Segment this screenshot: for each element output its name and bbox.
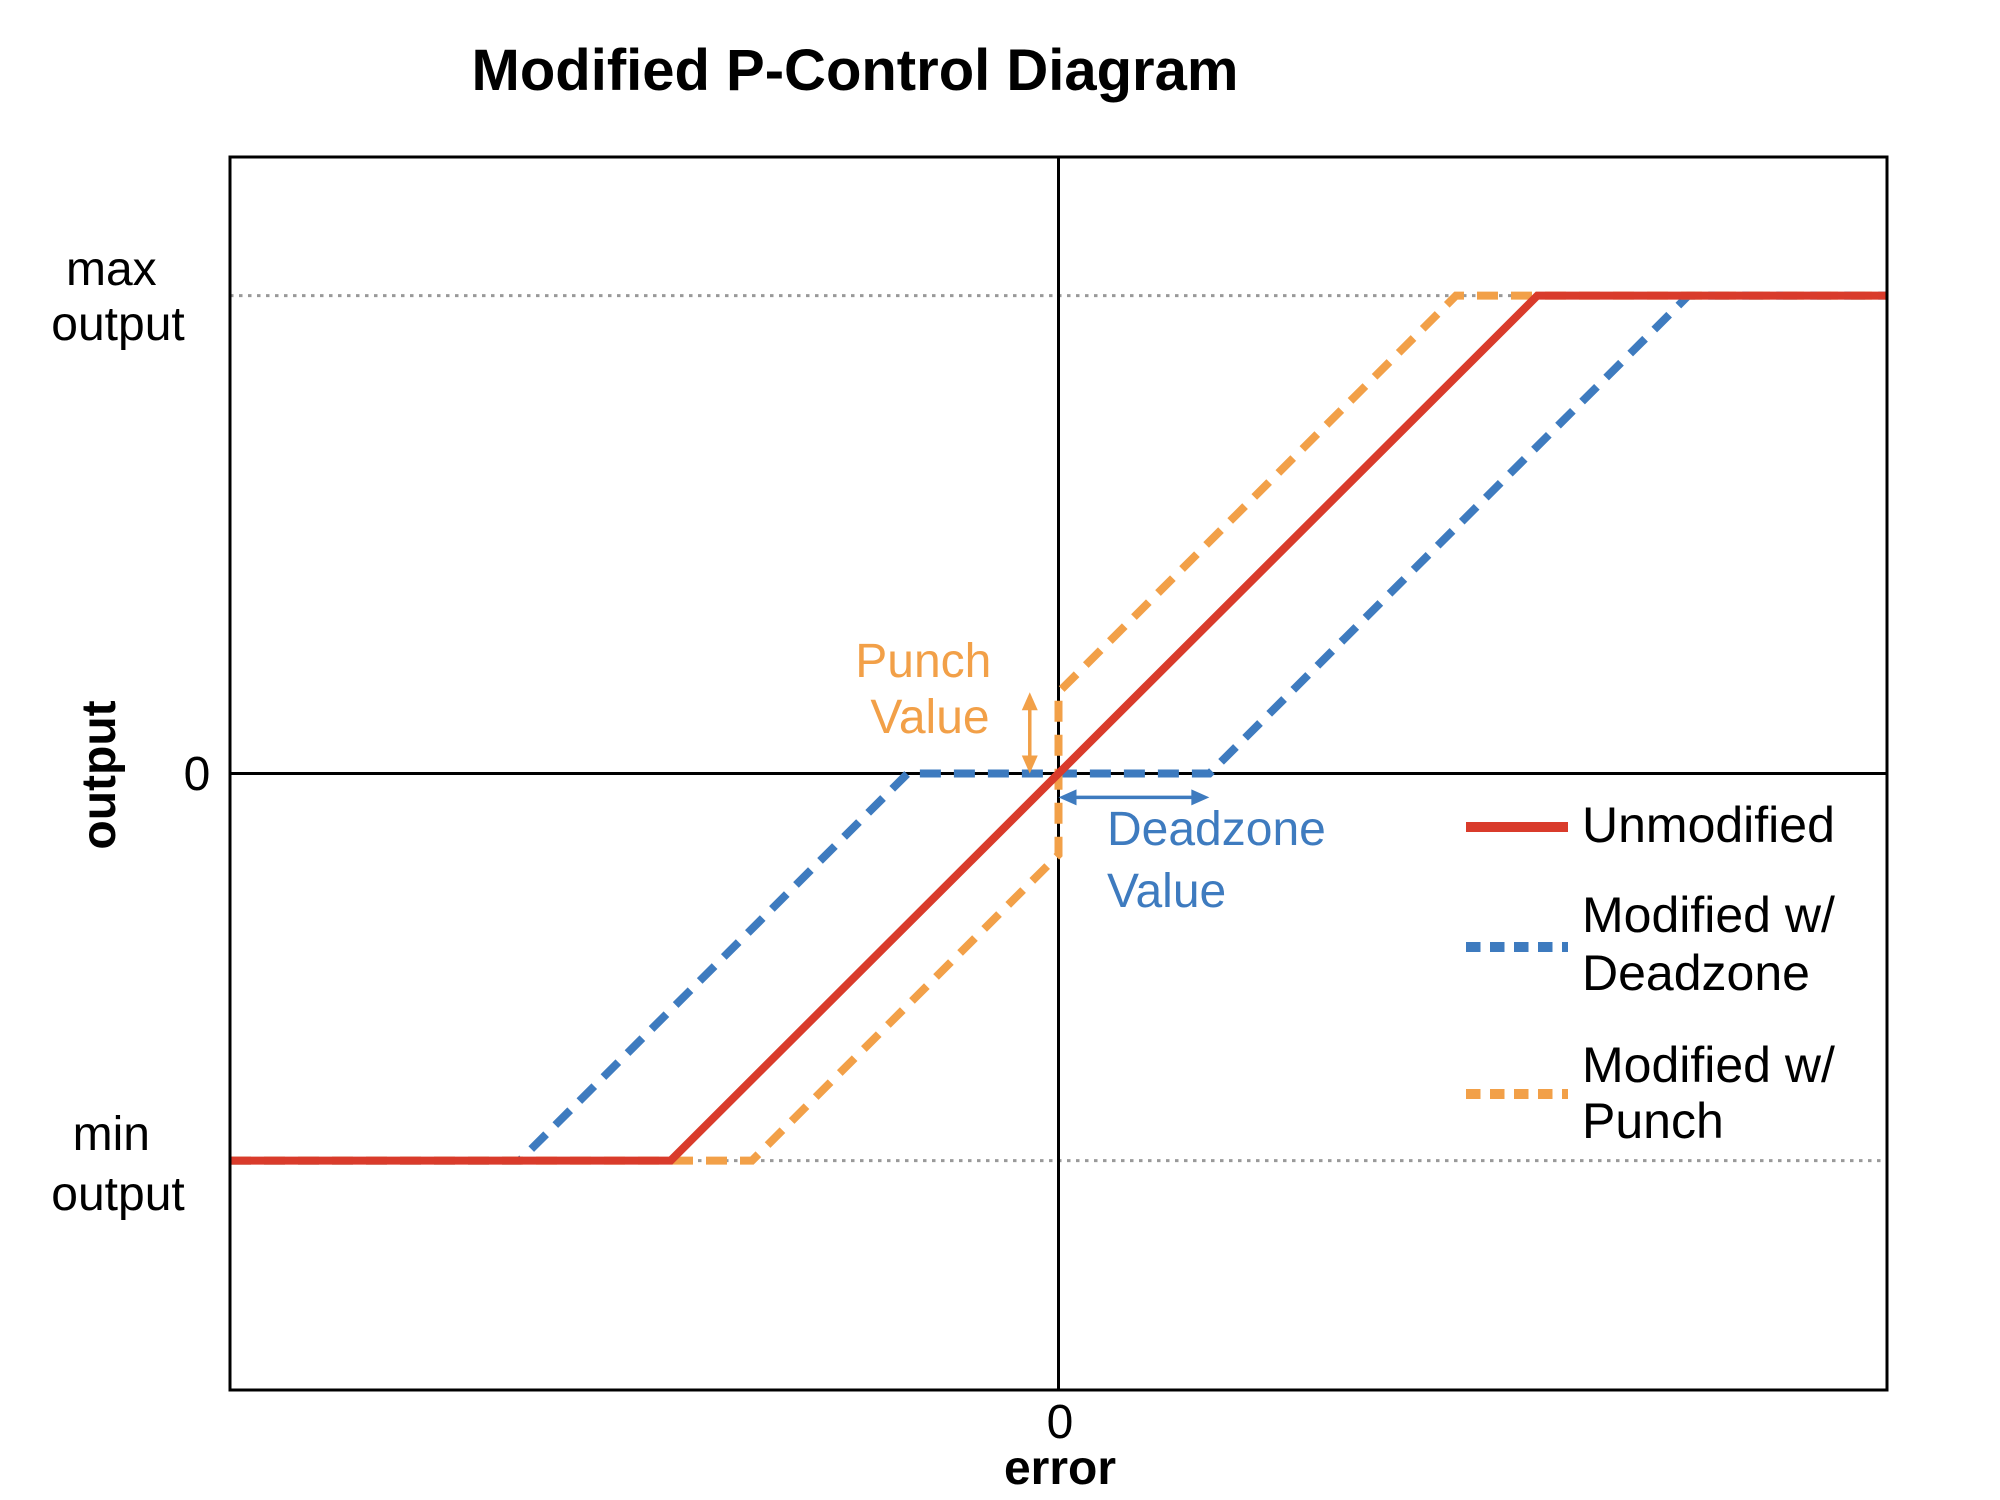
- series-layer: [230, 291, 1887, 1165]
- punch-value-arrowhead-end: [1021, 692, 1038, 711]
- y-tick-min-line1: min: [73, 1108, 150, 1161]
- legend-label-modified-deadzone-line1: Modified w/: [1582, 887, 1835, 943]
- deadzone-value-arrowhead-end: [1191, 789, 1210, 806]
- legend-label-modified-punch-line2: Punch: [1582, 1093, 1724, 1149]
- plot-frame: [228, 155, 1889, 1392]
- annotation-arrows-layer: [1021, 692, 1210, 806]
- y-tick-max-output: max output: [51, 243, 184, 351]
- y-tick-max-line2: output: [51, 298, 184, 351]
- deadzone-value-line2: Value: [1107, 865, 1226, 918]
- series-unmodified-line: [230, 291, 1887, 1165]
- chart-title: Modified P-Control Diagram: [472, 38, 1239, 103]
- y-tick-max-line1: max: [66, 243, 157, 296]
- deadzone-value-annotation: Deadzone Value: [1107, 803, 1339, 918]
- y-tick-zero: 0: [184, 748, 211, 801]
- y-tick-min-output: min output: [51, 1108, 184, 1221]
- punch-value-arrowhead-start: [1021, 755, 1038, 774]
- punch-value-line1: Punch: [855, 635, 991, 688]
- x-tick-zero: 0: [1047, 1396, 1074, 1449]
- legend-label-unmodified: Unmodified: [1582, 797, 1835, 853]
- legend-label-modified-deadzone: Modified w/ Deadzone: [1582, 887, 1849, 1001]
- x-axis-title: error: [1004, 1442, 1116, 1495]
- punch-value-annotation: Punch Value: [855, 635, 1004, 744]
- legend-samples-layer: [1466, 822, 1568, 1099]
- legend-label-modified-punch-line1: Modified w/: [1582, 1037, 1835, 1093]
- legend-label-modified-deadzone-line2: Deadzone: [1582, 945, 1810, 1001]
- deadzone-value-arrowhead-start: [1058, 789, 1077, 806]
- deadzone-value-line1: Deadzone: [1107, 803, 1326, 856]
- legend-label-modified-punch: Modified w/ Punch: [1582, 1037, 1849, 1149]
- y-tick-min-line2: output: [51, 1168, 184, 1221]
- punch-value-line2: Value: [870, 691, 989, 744]
- y-axis-title: output: [73, 700, 126, 849]
- legend: Unmodified Modified w/ Deadzone Modified…: [1582, 797, 1849, 1149]
